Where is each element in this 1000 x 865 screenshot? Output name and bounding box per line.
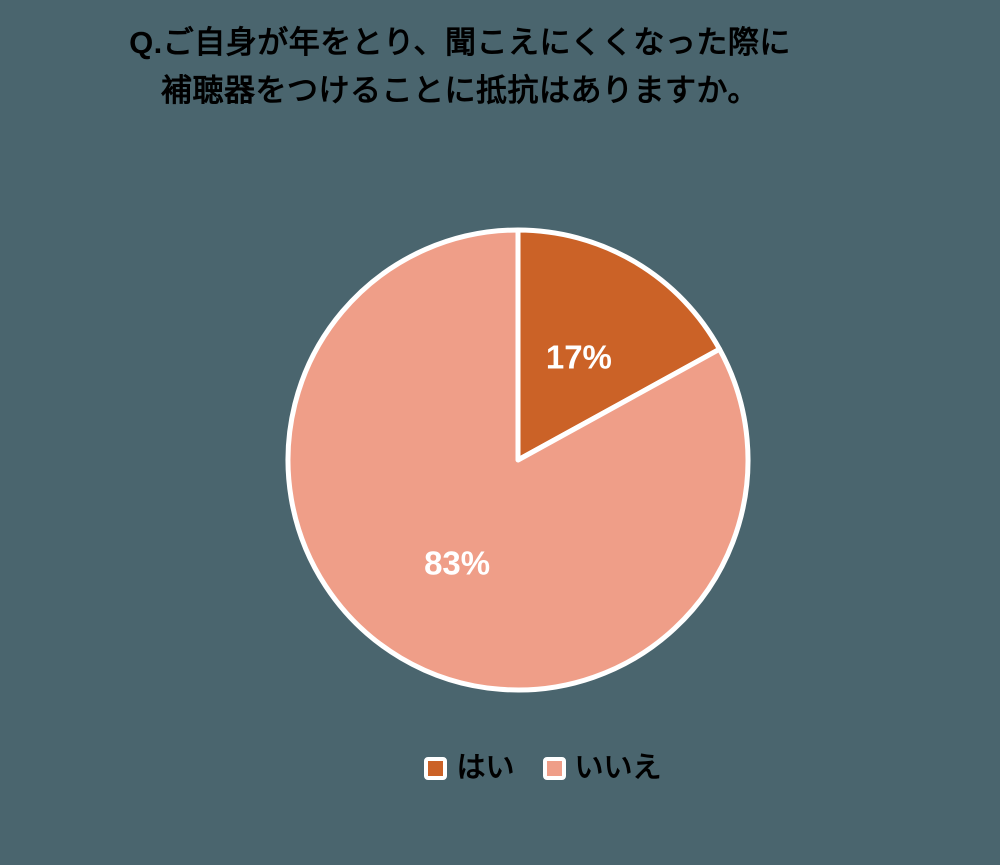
chart-title-line2: 補聴器をつけることに抵抗はありますか。 xyxy=(161,73,759,108)
chart-title: Q.ご自身が年をとり、聞こえにくくなった際に 補聴器をつけることに抵抗はあります… xyxy=(0,19,920,115)
legend-swatch-no xyxy=(542,756,566,780)
legend-swatch-yes xyxy=(424,756,448,780)
chart-legend: はい いいえ xyxy=(43,750,1000,786)
pie-slice-label-no: 83% xyxy=(424,544,490,581)
legend-label-no: いいえ xyxy=(574,752,662,784)
pie-slice-no xyxy=(285,227,751,693)
legend-label-yes: はい xyxy=(456,752,515,784)
pie-slice-label-yes: 17% xyxy=(546,339,612,376)
legend-item-yes: はい xyxy=(424,750,515,786)
chart-title-line1: Q.ご自身が年をとり、聞こえにくくなった際に xyxy=(129,25,791,60)
legend-item-no: いいえ xyxy=(542,750,662,786)
pie-chart: 17% 83% xyxy=(285,227,751,693)
pie-slice-yes xyxy=(515,227,723,463)
